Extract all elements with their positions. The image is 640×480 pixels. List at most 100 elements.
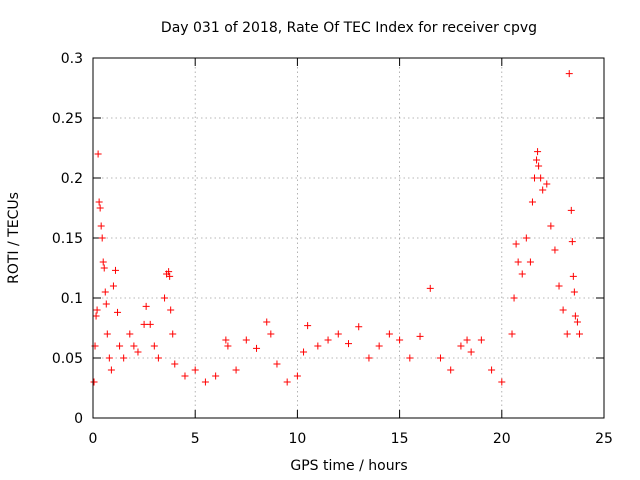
data-point bbox=[103, 330, 111, 338]
data-point bbox=[171, 360, 179, 368]
data-point bbox=[406, 354, 414, 362]
data-point bbox=[570, 288, 578, 296]
data-point bbox=[547, 222, 555, 230]
data-point bbox=[232, 366, 240, 374]
data-point bbox=[510, 294, 518, 302]
data-point bbox=[304, 322, 312, 330]
data-point bbox=[555, 282, 563, 290]
data-point bbox=[396, 336, 404, 344]
data-point bbox=[375, 342, 383, 350]
data-point bbox=[96, 204, 104, 212]
data-point bbox=[105, 354, 113, 362]
data-point bbox=[166, 272, 174, 280]
data-point bbox=[273, 360, 281, 368]
data-point bbox=[142, 302, 150, 310]
data-point bbox=[126, 330, 134, 338]
data-point bbox=[569, 272, 577, 280]
data-point bbox=[134, 348, 142, 356]
data-point bbox=[463, 336, 471, 344]
data-point bbox=[416, 332, 424, 340]
x-tick-label: 0 bbox=[89, 431, 98, 447]
data-point bbox=[93, 306, 101, 314]
data-point bbox=[531, 174, 539, 182]
x-tick-label: 25 bbox=[595, 431, 613, 447]
data-point bbox=[146, 320, 154, 328]
y-tick-label: 0.2 bbox=[61, 171, 83, 187]
data-point bbox=[575, 330, 583, 338]
plot-frame bbox=[92, 57, 605, 419]
data-point bbox=[242, 336, 250, 344]
data-point bbox=[169, 330, 177, 338]
x-axis-label: GPS time / hours bbox=[290, 458, 407, 474]
data-points bbox=[90, 70, 583, 386]
data-point bbox=[522, 234, 530, 242]
data-point bbox=[567, 206, 575, 214]
data-point bbox=[565, 70, 573, 78]
data-point bbox=[165, 268, 173, 276]
data-point bbox=[551, 246, 559, 254]
data-point bbox=[130, 342, 138, 350]
data-point bbox=[467, 348, 475, 356]
data-point bbox=[314, 342, 322, 350]
y-tick-label: 0.1 bbox=[61, 291, 83, 307]
data-point bbox=[253, 344, 261, 352]
data-point bbox=[114, 308, 122, 316]
data-point bbox=[498, 378, 506, 386]
data-point bbox=[167, 306, 175, 314]
data-point bbox=[150, 342, 158, 350]
data-point bbox=[514, 258, 522, 266]
data-point bbox=[508, 330, 516, 338]
data-point bbox=[426, 284, 434, 292]
data-point bbox=[543, 180, 551, 188]
data-point bbox=[95, 198, 103, 206]
data-point bbox=[181, 372, 189, 380]
data-point bbox=[539, 186, 547, 194]
data-point bbox=[334, 330, 342, 338]
data-point bbox=[528, 198, 536, 206]
data-point bbox=[518, 270, 526, 278]
grid-lines bbox=[93, 58, 604, 418]
data-point bbox=[447, 366, 455, 374]
data-point bbox=[102, 300, 110, 308]
data-point bbox=[120, 354, 128, 362]
data-point bbox=[90, 378, 98, 386]
data-point bbox=[111, 266, 119, 274]
data-point bbox=[568, 238, 576, 246]
data-point bbox=[191, 366, 199, 374]
data-point bbox=[355, 323, 363, 331]
data-point bbox=[488, 366, 496, 374]
y-tick-label: 0 bbox=[74, 411, 83, 427]
data-point bbox=[365, 354, 373, 362]
axis-ticks: 0 0.05 0.1 0.15 0.2 0.25 0.3 0 5 10 15 20 25 bbox=[52, 51, 613, 447]
data-point bbox=[92, 312, 100, 320]
y-tick-label: 0.15 bbox=[52, 231, 83, 247]
data-point bbox=[101, 288, 109, 296]
data-point bbox=[212, 372, 220, 380]
data-point bbox=[571, 312, 579, 320]
data-point bbox=[535, 162, 543, 170]
data-point bbox=[293, 372, 301, 380]
x-tick-label: 5 bbox=[191, 431, 200, 447]
data-point bbox=[563, 330, 571, 338]
data-point bbox=[224, 342, 232, 350]
data-point bbox=[526, 258, 534, 266]
y-tick-label: 0.3 bbox=[61, 51, 83, 67]
data-point bbox=[222, 336, 230, 344]
y-axis-label: ROTI / TECUs bbox=[6, 192, 22, 284]
data-point bbox=[97, 222, 105, 230]
data-point bbox=[283, 378, 291, 386]
data-point bbox=[512, 240, 520, 248]
data-point bbox=[559, 306, 567, 314]
data-point bbox=[201, 378, 209, 386]
data-point bbox=[324, 336, 332, 344]
y-tick-label: 0.05 bbox=[52, 351, 83, 367]
y-tick-label: 0.25 bbox=[52, 111, 83, 127]
data-point bbox=[263, 318, 271, 326]
data-point bbox=[457, 342, 465, 350]
data-point bbox=[436, 354, 444, 362]
data-point bbox=[109, 282, 117, 290]
data-point bbox=[107, 366, 115, 374]
data-point bbox=[267, 330, 275, 338]
data-point bbox=[100, 264, 108, 272]
